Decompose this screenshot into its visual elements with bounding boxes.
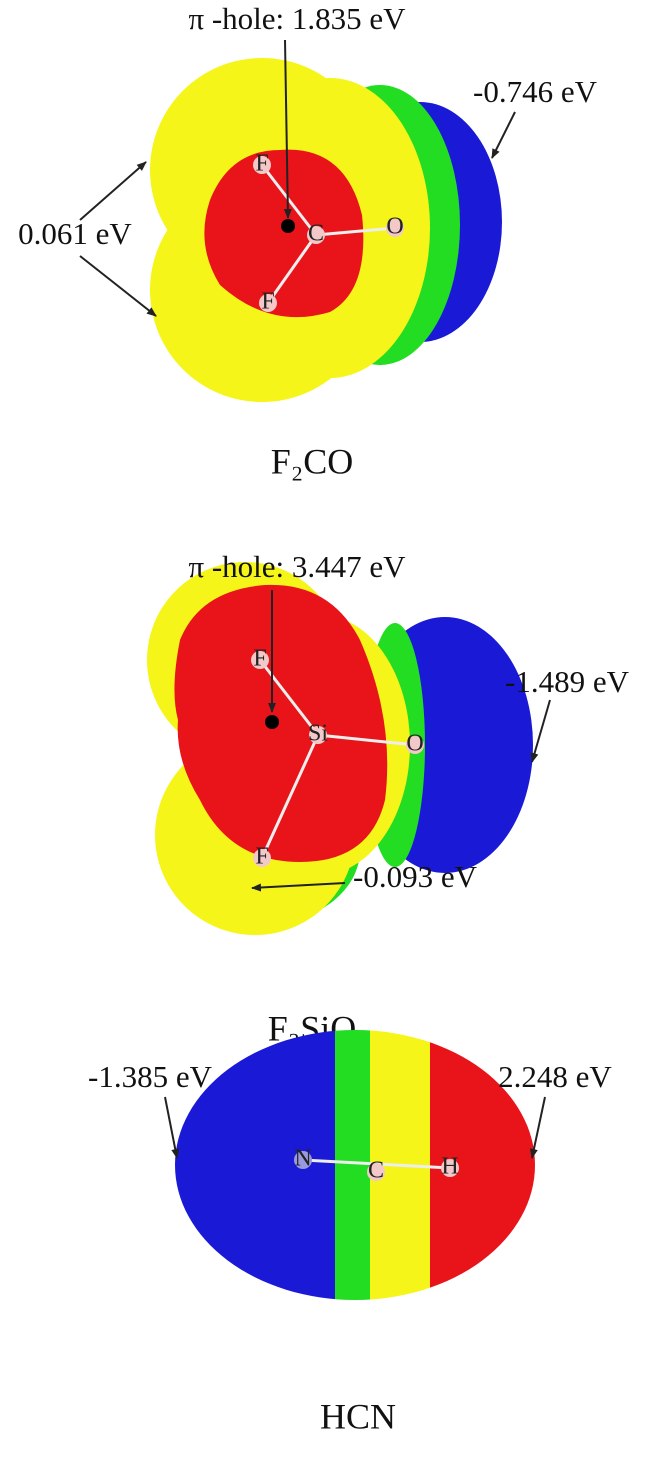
annotation: -1.489 eV — [505, 664, 630, 699]
pi-hole-dot — [281, 219, 295, 233]
atom-label: F — [255, 151, 268, 177]
f2co-panel: F C O F π -hole: 1.835 eV -0.746 eV 0.06… — [18, 1, 597, 481]
atom-label: O — [406, 731, 423, 757]
atom-label: N — [294, 1146, 311, 1172]
atom-label: F — [255, 844, 268, 870]
atom-label: H — [441, 1154, 458, 1180]
atom-label: F — [261, 289, 274, 315]
atom-label: F — [253, 646, 266, 672]
atom-label: O — [386, 214, 403, 240]
figure: F C O F π -hole: 1.835 eV -0.746 eV 0.06… — [0, 0, 646, 1464]
f2sio-panel: F Si O F π -hole: 3.447 eV -1.489 eV -0.… — [147, 549, 630, 1048]
annotation: -0.746 eV — [473, 74, 598, 109]
pi-hole-dot — [265, 715, 279, 729]
annotation: π -hole: 3.447 eV — [188, 549, 406, 584]
annotation: 0.061 eV — [18, 216, 132, 251]
annotation: -0.093 eV — [353, 859, 478, 894]
surface — [170, 1025, 540, 1305]
atom-label: C — [308, 221, 324, 247]
molecule-name: F₂CO — [271, 441, 354, 481]
atom-label: C — [368, 1158, 384, 1184]
molecule-name: HCN — [320, 1396, 396, 1436]
hcn-panel: N C H -1.385 eV 2.248 eV HCN — [88, 1025, 612, 1436]
annotation: 2.248 eV — [498, 1059, 612, 1094]
annotation: π -hole: 1.835 eV — [188, 1, 406, 36]
annotation: -1.385 eV — [88, 1059, 213, 1094]
atom-label: Si — [308, 721, 328, 747]
